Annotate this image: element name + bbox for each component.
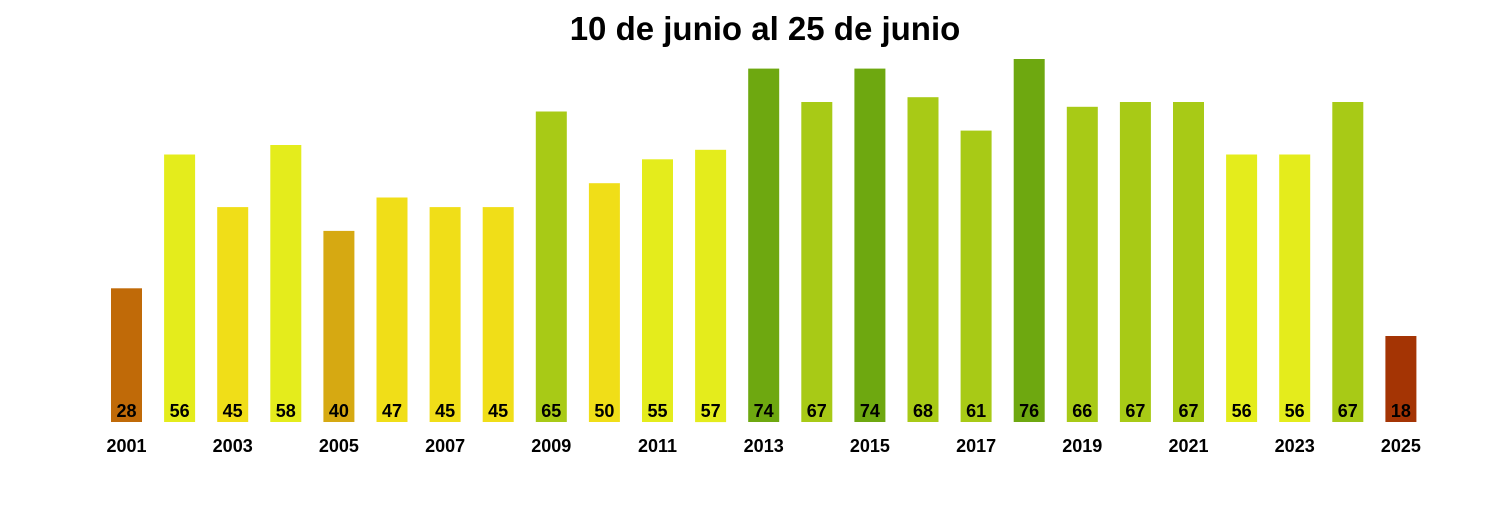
data-label-2009: 65 — [541, 401, 561, 421]
data-label-2011: 55 — [647, 401, 667, 421]
x-tick-label-2011: 2011 — [638, 436, 677, 456]
x-tick-label-2021: 2021 — [1168, 436, 1208, 456]
x-tick-label-2001: 2001 — [106, 436, 146, 456]
bar-2021 — [1173, 102, 1204, 422]
x-tick-label-2007: 2007 — [425, 436, 465, 456]
data-label-2020: 67 — [1125, 401, 1145, 421]
x-tick-label-2005: 2005 — [319, 436, 359, 456]
bar-2007 — [429, 207, 461, 422]
data-label-2004: 58 — [276, 401, 296, 421]
data-label-2001: 28 — [116, 401, 136, 421]
x-tick-label-2017: 2017 — [956, 436, 996, 456]
bar-2013 — [748, 68, 780, 422]
x-tick-label-2025: 2025 — [1381, 436, 1421, 456]
bar-2010 — [588, 183, 620, 422]
bar-2020 — [1119, 102, 1151, 422]
data-label-2016: 68 — [913, 401, 933, 421]
bar-2006 — [376, 197, 408, 422]
data-label-2014: 67 — [807, 401, 827, 421]
data-label-2017: 61 — [966, 401, 986, 421]
data-label-2013: 74 — [754, 401, 774, 421]
bar-2022 — [1226, 154, 1258, 422]
data-label-2008: 45 — [488, 401, 508, 421]
data-label-2025: 18 — [1391, 401, 1411, 421]
data-label-2002: 56 — [170, 401, 190, 421]
bar-2005 — [323, 230, 355, 422]
chart-title: 10 de junio al 25 de junio — [569, 10, 961, 47]
x-tick-label-2019: 2019 — [1062, 436, 1102, 456]
x-tick-label-2009: 2009 — [531, 436, 571, 456]
data-label-2023: 56 — [1285, 401, 1305, 421]
bar-2002 — [164, 154, 196, 422]
bar-2004 — [270, 145, 302, 422]
x-tick-label-2023: 2023 — [1275, 436, 1315, 456]
bar-2009 — [535, 111, 567, 422]
bar-2024 — [1332, 102, 1364, 422]
bar-2018 — [1013, 59, 1045, 422]
data-label-2007: 45 — [435, 401, 455, 421]
data-label-2024: 67 — [1338, 401, 1358, 421]
data-label-2022: 56 — [1232, 401, 1252, 421]
x-tick-label-2013: 2013 — [744, 436, 784, 456]
bar-2015 — [854, 68, 886, 422]
bar-2016 — [907, 97, 939, 422]
data-label-2003: 45 — [223, 401, 243, 421]
x-tick-label-2015: 2015 — [850, 436, 890, 456]
bar-2019 — [1066, 106, 1098, 423]
x-tick-label-2003: 2003 — [213, 436, 253, 456]
data-label-2006: 47 — [382, 401, 402, 421]
bar-2014 — [801, 102, 833, 422]
data-label-2012: 57 — [701, 401, 721, 421]
data-label-2019: 66 — [1072, 401, 1092, 421]
bar-2001 — [111, 288, 142, 422]
data-label-2015: 74 — [860, 401, 880, 421]
data-label-2018: 76 — [1019, 401, 1039, 421]
bar-2003 — [217, 207, 249, 422]
data-label-2021: 67 — [1178, 401, 1198, 421]
data-label-2005: 40 — [329, 401, 349, 421]
bar-2017 — [960, 130, 992, 422]
bar-2011 — [642, 159, 673, 423]
data-label-2010: 50 — [594, 401, 614, 421]
bar-2023 — [1279, 154, 1311, 422]
bar-2025 — [1385, 336, 1417, 422]
bar-2012 — [695, 149, 727, 423]
bar-2008 — [482, 207, 514, 422]
